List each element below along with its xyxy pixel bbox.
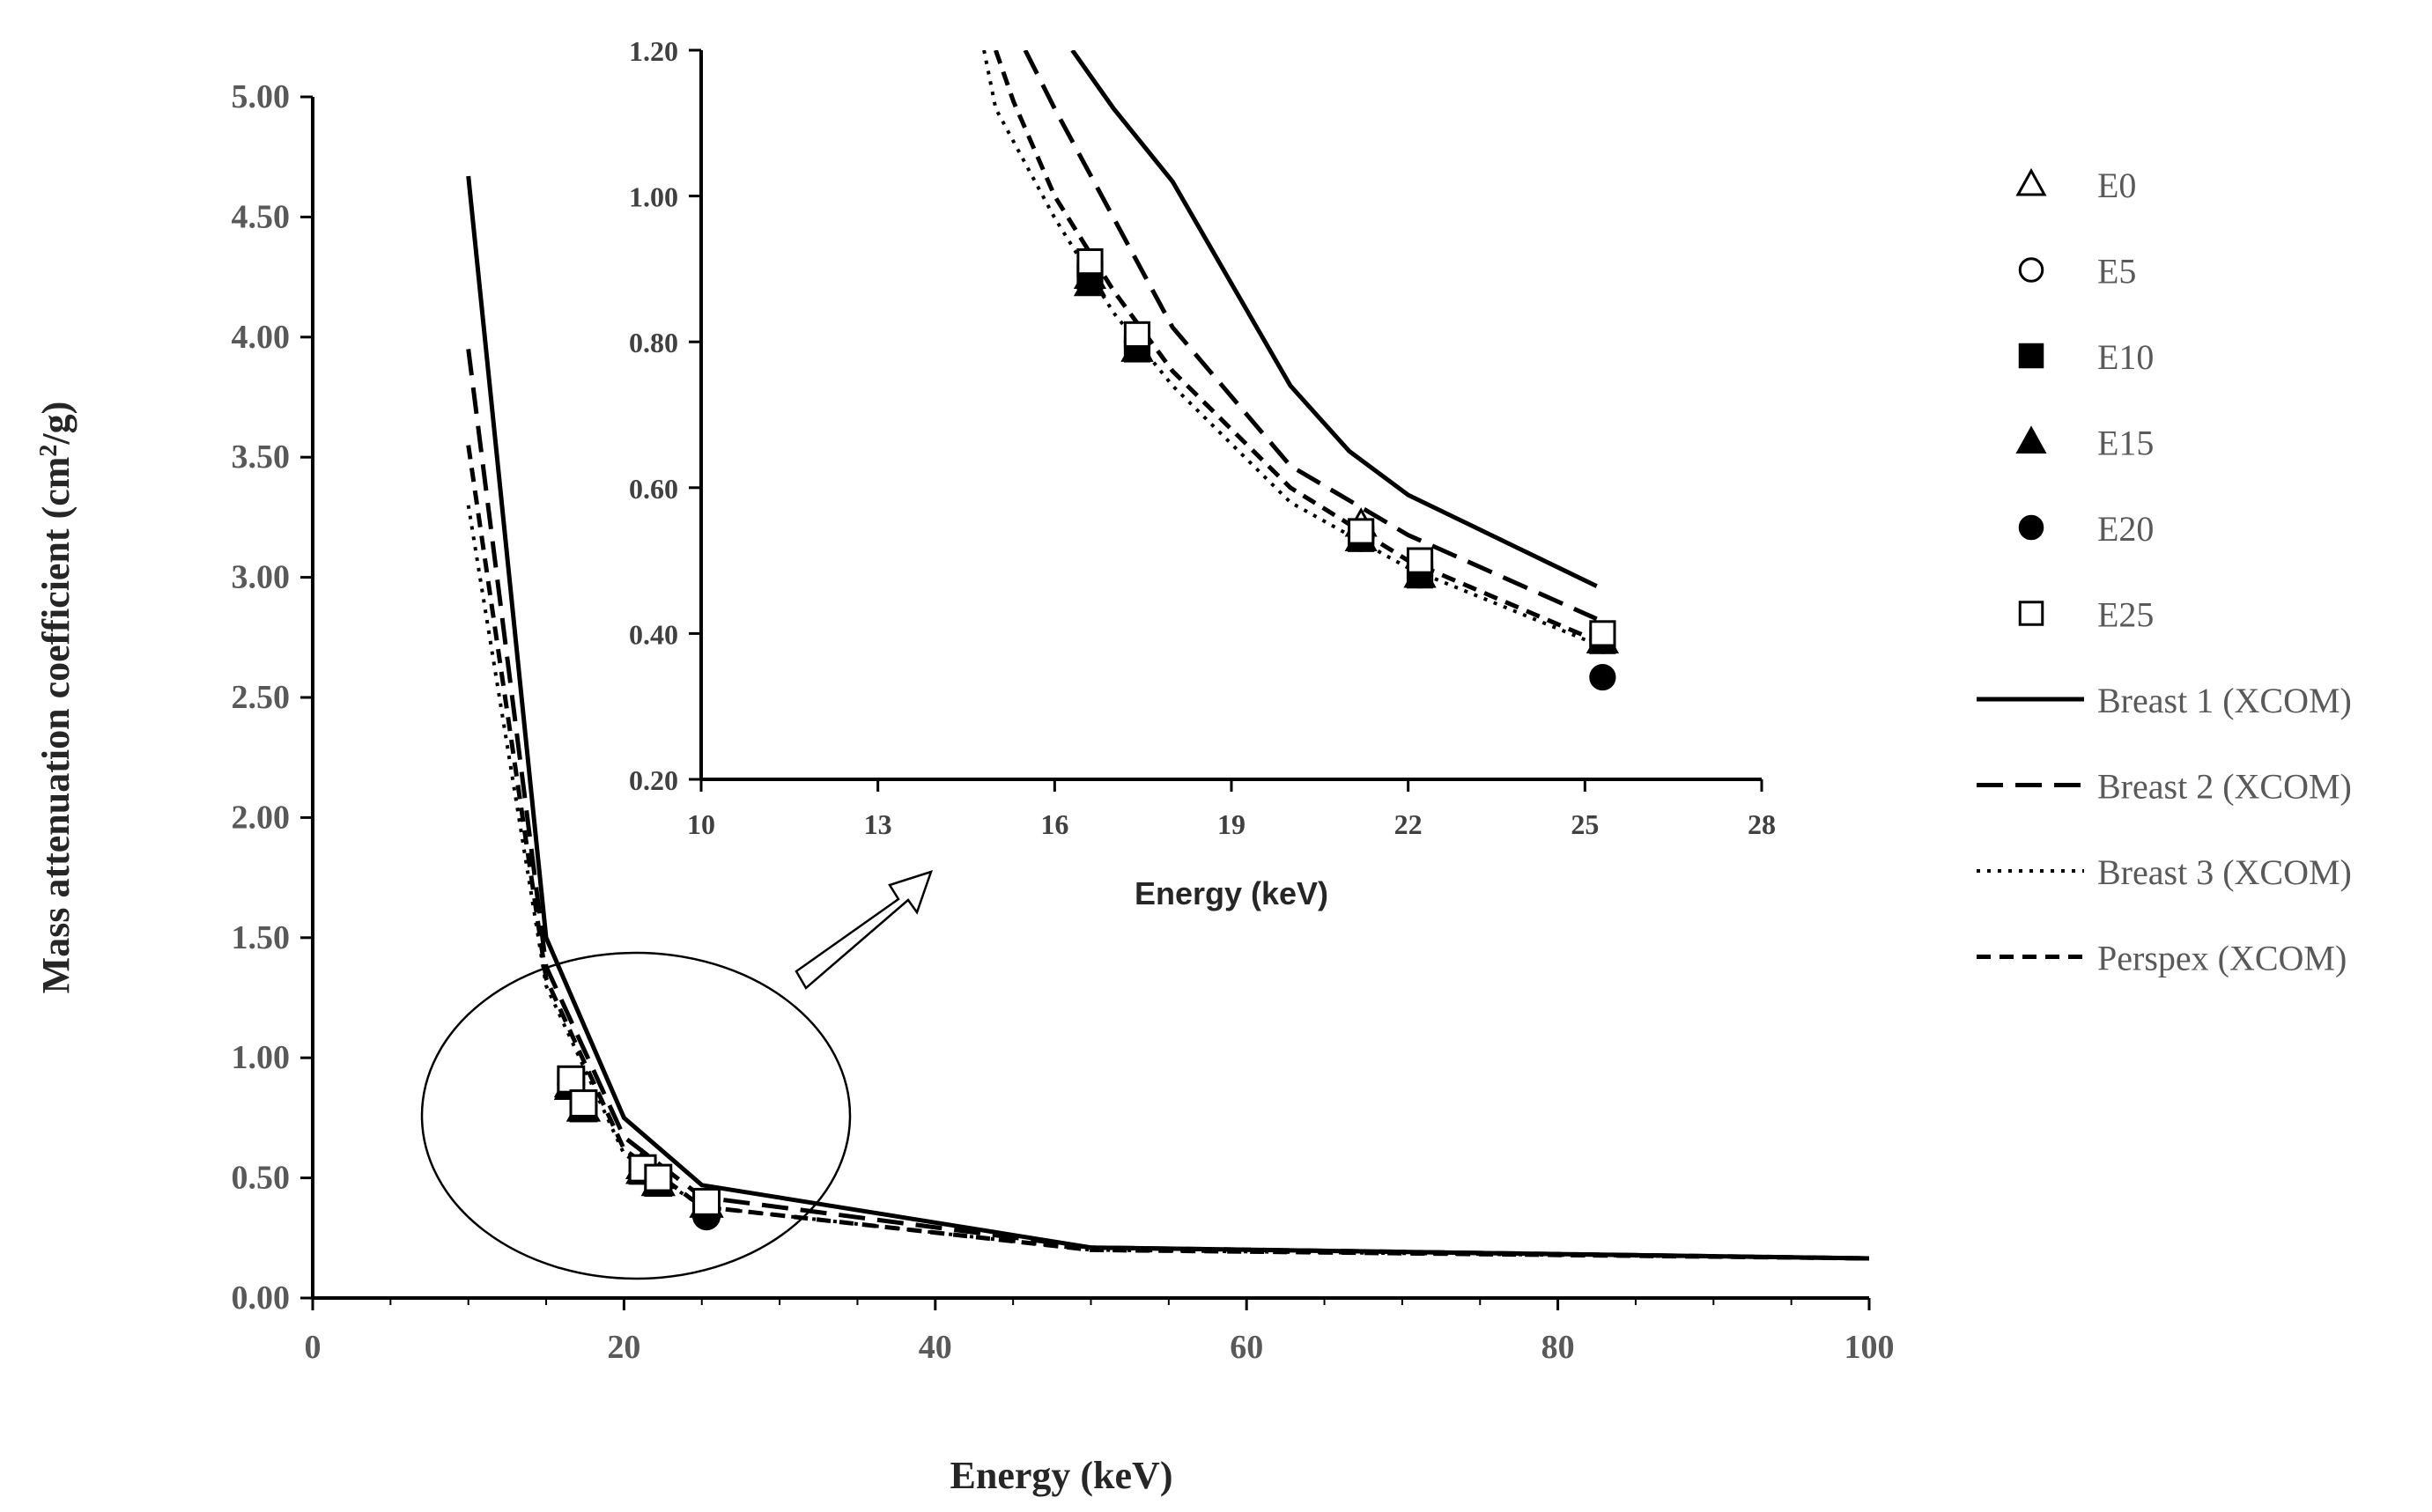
x-tick-label: 25 (1571, 808, 1599, 840)
legend-label: E20 (2097, 509, 2154, 549)
legend-label: E15 (2097, 424, 2154, 463)
y-tick-label: 3.00 (232, 559, 291, 596)
y-tick-label: 1.50 (232, 919, 291, 956)
y-tick-label: 1.00 (629, 181, 678, 213)
y-tick-label: 4.50 (232, 198, 291, 235)
data-point-e25 (1406, 547, 1434, 574)
y-tick-label: 1.20 (629, 35, 678, 67)
series-line-breast-2-xcom (466, 349, 1869, 1261)
inset-chart: 0.20 0.40 0.60 0.80 1.00 1.20 10 13 16 19 22 25 28 En… (629, 35, 1776, 911)
y-tick-label: 1.00 (232, 1039, 291, 1076)
legend-marker-e25 (2018, 601, 2044, 626)
y-tick-label: 2.00 (232, 799, 291, 836)
data-point-e20 (1589, 663, 1616, 691)
x-tick-label: 20 (607, 1329, 640, 1366)
y-tick-label: 0.40 (629, 618, 678, 650)
legend-marker-e5 (2018, 257, 2044, 283)
legend-label: Breast 2 (XCOM) (2097, 767, 2352, 807)
main-chart: 0.00 0.50 1.00 1.50 2.00 2.50 3.00 3.50 4.00 4.50… (34, 78, 1895, 1497)
x-tick-label: 28 (1748, 808, 1776, 840)
series-line-breast-2-xcom (1023, 50, 1598, 622)
data-point-e25 (692, 1187, 721, 1216)
data-point-e25 (1589, 620, 1616, 647)
y-tick-label: 4.00 (232, 319, 291, 356)
legend-label: E5 (2097, 252, 2136, 291)
y-tick-label: 0.00 (232, 1280, 291, 1317)
y-tick-label: 5.00 (232, 78, 291, 115)
zoom-annotations (420, 870, 934, 1280)
y-tick-label: 0.20 (629, 764, 678, 796)
y-tick-label: 0.80 (629, 327, 678, 358)
zoom-region-ellipse (420, 951, 852, 1280)
series-line-breast-3-xcom (982, 50, 1598, 646)
legend: E0 E5 E10 E15 E20 E25 Breast 1 (XCOM) Breast 2 … (1977, 166, 2352, 978)
y-tick-label: 0.60 (629, 473, 678, 505)
x-tick-label: 10 (687, 808, 715, 840)
inset-x-axis-title: Energy (keV) (1135, 875, 1328, 911)
legend-marker-e20 (2018, 514, 2044, 541)
series-line-breast-1-xcom (466, 175, 1869, 1261)
legend-label: E10 (2097, 337, 2154, 377)
legend-marker-e15 (2015, 425, 2047, 454)
y-axis-title: Mass attenuation coefficient (cm2/g) (34, 402, 78, 994)
y-tick-label: 2.50 (232, 679, 291, 716)
series-line-perspex-xcom (994, 50, 1598, 644)
y-axis-title-unit: /g) (34, 402, 78, 446)
legend-label: E25 (2097, 595, 2154, 635)
x-tick-label: 60 (1230, 1329, 1263, 1366)
y-axis-title-superscript: 2 (35, 445, 63, 457)
legend-marker-e0 (2015, 167, 2047, 196)
y-tick-label: 3.50 (232, 439, 291, 476)
x-tick-label: 80 (1541, 1329, 1575, 1366)
data-point-e25 (569, 1089, 598, 1117)
x-axis-title: Energy (keV) (950, 1454, 1173, 1497)
x-tick-label: 22 (1394, 808, 1423, 840)
series-line-perspex-xcom (466, 445, 1869, 1261)
legend-label: Breast 1 (XCOM) (2097, 681, 2352, 720)
series-line-breast-1-xcom (1070, 50, 1598, 588)
x-tick-label: 19 (1217, 808, 1246, 840)
data-point-e25 (1076, 248, 1104, 276)
data-point-e25 (1348, 518, 1375, 545)
y-axis-title-text: Mass attenuation coefficient (cm (34, 457, 78, 994)
legend-marker-e10 (2018, 343, 2044, 369)
data-point-e25 (1123, 321, 1151, 349)
zoom-arrow (795, 870, 934, 990)
x-tick-label: 16 (1040, 808, 1068, 840)
x-tick-label: 0 (305, 1329, 322, 1366)
x-tick-label: 40 (919, 1329, 952, 1366)
data-point-e25 (557, 1065, 586, 1094)
legend-label: E0 (2097, 166, 2136, 205)
legend-label: Perspex (XCOM) (2097, 939, 2347, 978)
legend-label: Breast 3 (XCOM) (2097, 852, 2352, 892)
x-tick-label: 100 (1844, 1329, 1895, 1366)
y-tick-label: 0.50 (232, 1160, 291, 1197)
data-point-e25 (644, 1163, 673, 1192)
x-tick-label: 13 (864, 808, 892, 840)
